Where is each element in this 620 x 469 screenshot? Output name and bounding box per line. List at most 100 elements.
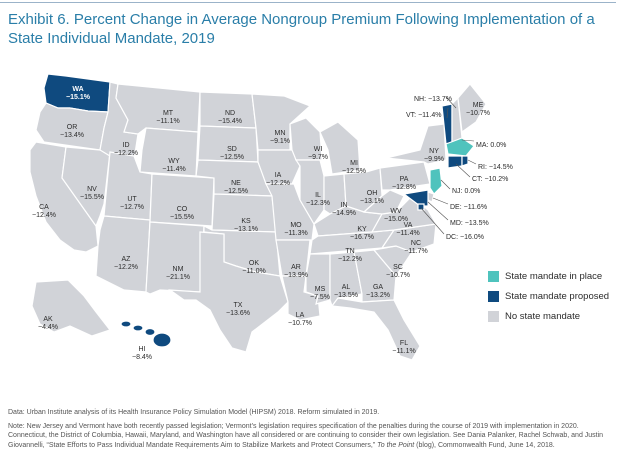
label-wy: WY −11.4%: [162, 158, 186, 173]
legend-label-in-place: State mandate in place: [505, 270, 603, 282]
callout-de: DE: −11.6%: [450, 204, 488, 211]
state-il: [294, 159, 325, 226]
top-rule: [0, 2, 616, 3]
label-fl: FL −11.1%: [392, 340, 416, 355]
callout-ct: CT: −10.2%: [472, 176, 509, 183]
state-me: [457, 83, 487, 134]
label-ar: AR −13.9%: [284, 264, 308, 279]
state-nm: [145, 221, 205, 295]
label-mn: MN −9.1%: [269, 130, 291, 145]
swatch-in-place: [488, 270, 499, 282]
state-la: [281, 275, 321, 321]
label-nd: ND −15.4%: [218, 110, 242, 125]
label-ne: NE −12.5%: [224, 180, 248, 195]
label-or: OR −13.4%: [60, 124, 84, 139]
label-nm: NM −21.1%: [166, 266, 190, 281]
state-ma: [445, 137, 475, 157]
label-sc: SC −10.7%: [386, 264, 410, 279]
callout-ma: MA: 0.0%: [476, 142, 507, 149]
label-nc: NC −11.7%: [404, 240, 428, 255]
label-co: CO −15.5%: [170, 206, 194, 221]
label-mt: MT −11.1%: [156, 110, 180, 125]
legend-item-proposed: State mandate proposed: [488, 286, 609, 306]
label-ms: MS −7.5%: [309, 286, 331, 301]
label-ak: AK −4.4%: [37, 316, 59, 331]
label-ut: UT −12.7%: [120, 196, 144, 211]
state-nj: [429, 167, 443, 195]
label-me: ME −10.7%: [466, 102, 490, 117]
notes: Data: Urban Institute analysis of its He…: [8, 408, 614, 455]
state-hi: [120, 320, 172, 348]
callout-ri: RI: −14.5%: [478, 164, 513, 171]
label-ny: NY −9.9%: [423, 148, 445, 163]
swatch-none: [488, 310, 499, 322]
state-mo: [265, 183, 315, 241]
state-mn: [251, 93, 312, 151]
label-al: AL −13.5%: [334, 284, 358, 299]
state-fl: [330, 297, 421, 361]
label-ga: GA −13.2%: [366, 284, 390, 299]
label-la: LA −10.7%: [288, 312, 312, 327]
label-mi: MI −12.5%: [342, 160, 366, 175]
state-mi: [319, 121, 361, 175]
state-ct: [447, 155, 463, 169]
label-oh: OH −13.1%: [360, 190, 384, 205]
label-va: VA −11.4%: [396, 222, 420, 237]
callout-nh: NH: −13.7%: [414, 96, 452, 103]
leader-line-ct: [455, 163, 471, 178]
source-note: Data: Urban Institute analysis of its He…: [8, 409, 380, 416]
state-ny: [385, 123, 447, 165]
state-wi: [289, 117, 323, 161]
leader-line-nh: [445, 96, 457, 109]
label-il: IL −12.3%: [306, 192, 330, 207]
leader-line-de: [432, 197, 449, 205]
leader-line-md: [427, 201, 449, 221]
exhibit-title: Exhibit 6. Percent Change in Average Non…: [8, 11, 595, 47]
leader-line-vt: [446, 107, 449, 119]
swatch-proposed: [488, 290, 499, 302]
state-tx: [167, 231, 289, 353]
state-az: [95, 215, 151, 293]
label-hi: HI −8.4%: [131, 346, 153, 361]
label-ks: KS −13.1%: [234, 218, 258, 233]
callout-vt: VT: −11.4%: [406, 112, 442, 119]
us-map: [29, 73, 487, 361]
legend-item-in-place: State mandate in place: [488, 266, 609, 286]
leader-line-ri: [467, 159, 477, 165]
leader-line-dc: [420, 207, 445, 235]
legend-label-none: No state mandate: [505, 310, 580, 322]
label-ok: OK −11.0%: [242, 260, 266, 275]
state-wv: [362, 189, 405, 215]
callout-md: MD: −13.5%: [450, 220, 489, 227]
label-ia: IA −12.2%: [266, 172, 290, 187]
label-az: AZ −12.2%: [114, 256, 138, 271]
state-pa: [379, 161, 431, 191]
label-pa: PA −12.8%: [392, 176, 416, 191]
state-ri: [461, 155, 469, 167]
label-ky: KY −16.7%: [350, 226, 374, 241]
callout-nj: NJ: 0.0%: [452, 188, 481, 195]
label-wa: WA −15.1%: [66, 86, 90, 101]
label-id: ID −12.2%: [114, 142, 138, 157]
label-tn: TN −12.2%: [338, 248, 362, 263]
label-mo: MO −11.3%: [284, 222, 308, 237]
state-dc: [417, 203, 425, 211]
label-wv: WV −15.0%: [384, 208, 408, 223]
label-sd: SD −12.5%: [220, 146, 244, 161]
state-ak: [31, 279, 111, 337]
label-wi: WI −9.7%: [307, 146, 329, 161]
state-wy: [139, 127, 199, 177]
legend-label-proposed: State mandate proposed: [505, 290, 610, 302]
label-tx: TX −13.6%: [226, 302, 250, 317]
label-ca: CA −12.4%: [32, 204, 56, 219]
state-de: [427, 191, 435, 203]
callout-dc: DC: −16.0%: [446, 234, 484, 241]
legend-item-none: No state mandate: [488, 306, 609, 326]
legend: State mandate in place State mandate pro…: [488, 266, 609, 326]
leader-line-ma: [461, 139, 475, 142]
label-in: IN −14.9%: [332, 202, 356, 217]
label-nv: NV −15.5%: [80, 186, 104, 201]
explanatory-note: Note: New Jersey and Vermont have both r…: [8, 423, 604, 449]
state-mt: [115, 83, 201, 135]
